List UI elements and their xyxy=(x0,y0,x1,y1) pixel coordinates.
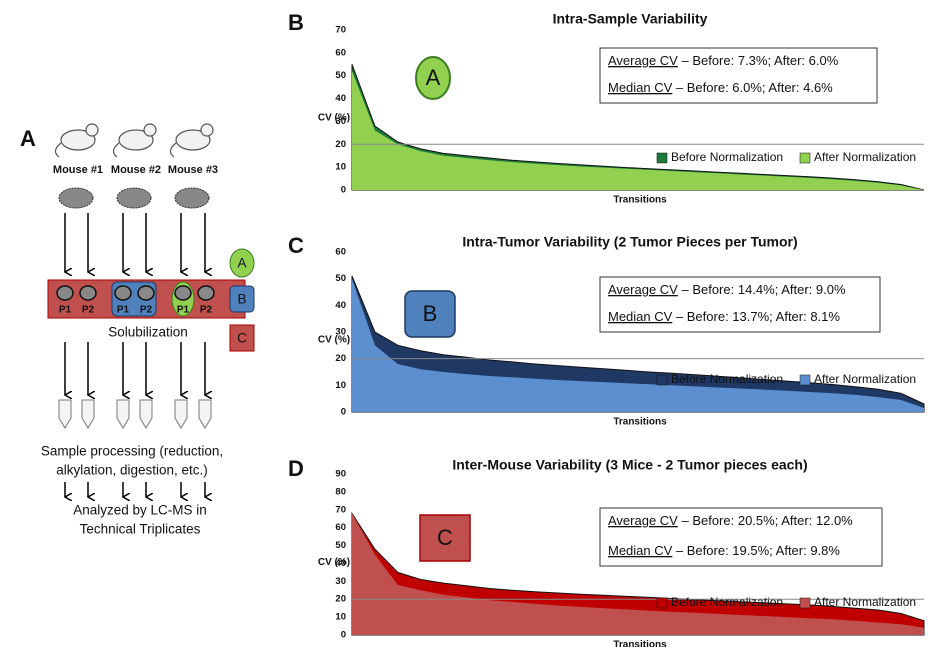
badge-label: B xyxy=(423,301,438,326)
panel-label: C xyxy=(288,233,304,258)
level-badge-label: C xyxy=(237,331,247,346)
x-axis-label: Transitions xyxy=(613,640,667,647)
mouse-label: Mouse #1 xyxy=(53,164,103,176)
badge-label: A xyxy=(426,65,441,90)
legend-swatch xyxy=(800,153,810,163)
legend-label: After Normalization xyxy=(814,150,916,164)
chart-title: Inter-Mouse Variability (3 Mice - 2 Tumo… xyxy=(452,457,807,473)
y-tick-label: 70 xyxy=(335,25,346,36)
step-label: Sample processing (reduction, xyxy=(41,444,223,459)
level-badge-label: B xyxy=(237,292,246,307)
panel-label: B xyxy=(288,10,304,35)
piece-label: P2 xyxy=(140,305,153,316)
y-tick-label: 0 xyxy=(341,407,346,418)
y-tick-label: 60 xyxy=(335,522,346,533)
y-tick-label: 30 xyxy=(335,116,346,127)
stats-label: Median CV xyxy=(608,309,673,324)
y-tick-label: 10 xyxy=(335,162,346,173)
y-tick-label: 20 xyxy=(335,139,346,150)
figure: A Mouse #1 Mouse #2 Mouse #3 xyxy=(0,0,928,647)
tubes xyxy=(59,400,211,428)
legend-label: After Normalization xyxy=(814,595,916,609)
badge-label: C xyxy=(437,525,453,550)
y-tick-label: 10 xyxy=(335,612,346,623)
legend-label: Before Normalization xyxy=(671,595,783,609)
step-label: Technical Triplicates xyxy=(80,522,201,537)
y-tick-label: 30 xyxy=(335,327,346,338)
panel-label: A xyxy=(20,126,36,151)
stats-line: Average CV – Before: 20.5%; After: 12.0% xyxy=(608,513,853,528)
y-tick-label: 50 xyxy=(335,540,346,551)
y-tick-label: 70 xyxy=(335,504,346,515)
stats-line: Average CV – Before: 7.3%; After: 6.0% xyxy=(608,53,839,68)
stats-text: – Before: 14.4%; After: 9.0% xyxy=(678,282,846,297)
mouse-label: Mouse #3 xyxy=(168,164,218,176)
y-tick-label: 20 xyxy=(335,594,346,605)
piece-label: P2 xyxy=(82,305,95,316)
y-tick-label: 50 xyxy=(335,70,346,81)
chart-title: Intra-Sample Variability xyxy=(553,11,708,27)
chart-title: Intra-Tumor Variability (2 Tumor Pieces … xyxy=(462,234,797,250)
stats-label: Average CV xyxy=(608,282,678,297)
stats-text: – Before: 6.0%; After: 4.6% xyxy=(672,80,833,95)
step-label: Analyzed by LC-MS in xyxy=(73,503,207,518)
y-tick-label: 40 xyxy=(335,93,346,104)
stats-text: – Before: 7.3%; After: 6.0% xyxy=(678,53,839,68)
stats-label: Median CV xyxy=(608,543,673,558)
legend-swatch xyxy=(657,375,667,385)
legend-swatch xyxy=(800,598,810,608)
legend-label: Before Normalization xyxy=(671,150,783,164)
mouse-icons xyxy=(55,124,213,157)
step-label: Solubilization xyxy=(108,325,188,340)
y-tick-label: 0 xyxy=(341,630,346,641)
piece-label: P1 xyxy=(177,305,190,316)
stats-line: Median CV – Before: 6.0%; After: 4.6% xyxy=(608,80,833,95)
tumors xyxy=(59,188,209,208)
stats-line: Median CV – Before: 13.7%; After: 8.1% xyxy=(608,309,840,324)
y-tick-label: 80 xyxy=(335,486,346,497)
y-tick-label: 40 xyxy=(335,558,346,569)
legend-swatch xyxy=(657,153,667,163)
y-tick-label: 60 xyxy=(335,247,346,258)
piece-label: P1 xyxy=(59,305,72,316)
x-axis-label: Transitions xyxy=(613,195,667,206)
x-axis-label: Transitions xyxy=(613,417,667,428)
stats-text: – Before: 19.5%; After: 9.8% xyxy=(672,543,840,558)
panel-label: D xyxy=(288,456,304,481)
stats-label: Average CV xyxy=(608,53,678,68)
stats-label: Median CV xyxy=(608,80,673,95)
y-tick-label: 30 xyxy=(335,576,346,587)
y-tick-label: 60 xyxy=(335,47,346,58)
legend-label: After Normalization xyxy=(814,372,916,386)
y-tick-label: 90 xyxy=(335,469,346,480)
stats-line: Median CV – Before: 19.5%; After: 9.8% xyxy=(608,543,840,558)
legend-swatch xyxy=(657,598,667,608)
y-tick-label: 10 xyxy=(335,380,346,391)
y-tick-label: 50 xyxy=(335,273,346,284)
y-tick-label: 40 xyxy=(335,300,346,311)
piece-label: P2 xyxy=(200,305,213,316)
step-label: alkylation, digestion, etc.) xyxy=(56,463,208,478)
mouse-label: Mouse #2 xyxy=(111,164,161,176)
stats-text: – Before: 20.5%; After: 12.0% xyxy=(678,513,853,528)
legend-label: Before Normalization xyxy=(671,372,783,386)
legend-swatch xyxy=(800,375,810,385)
y-tick-label: 0 xyxy=(341,185,346,196)
stats-line: Average CV – Before: 14.4%; After: 9.0% xyxy=(608,282,846,297)
workflow-diagram: A Mouse #1 Mouse #2 Mouse #3 xyxy=(20,124,254,537)
y-tick-label: 20 xyxy=(335,353,346,364)
level-badge-label: A xyxy=(237,256,246,271)
stats-text: – Before: 13.7%; After: 8.1% xyxy=(672,309,840,324)
stats-label: Average CV xyxy=(608,513,678,528)
piece-label: P1 xyxy=(117,305,130,316)
